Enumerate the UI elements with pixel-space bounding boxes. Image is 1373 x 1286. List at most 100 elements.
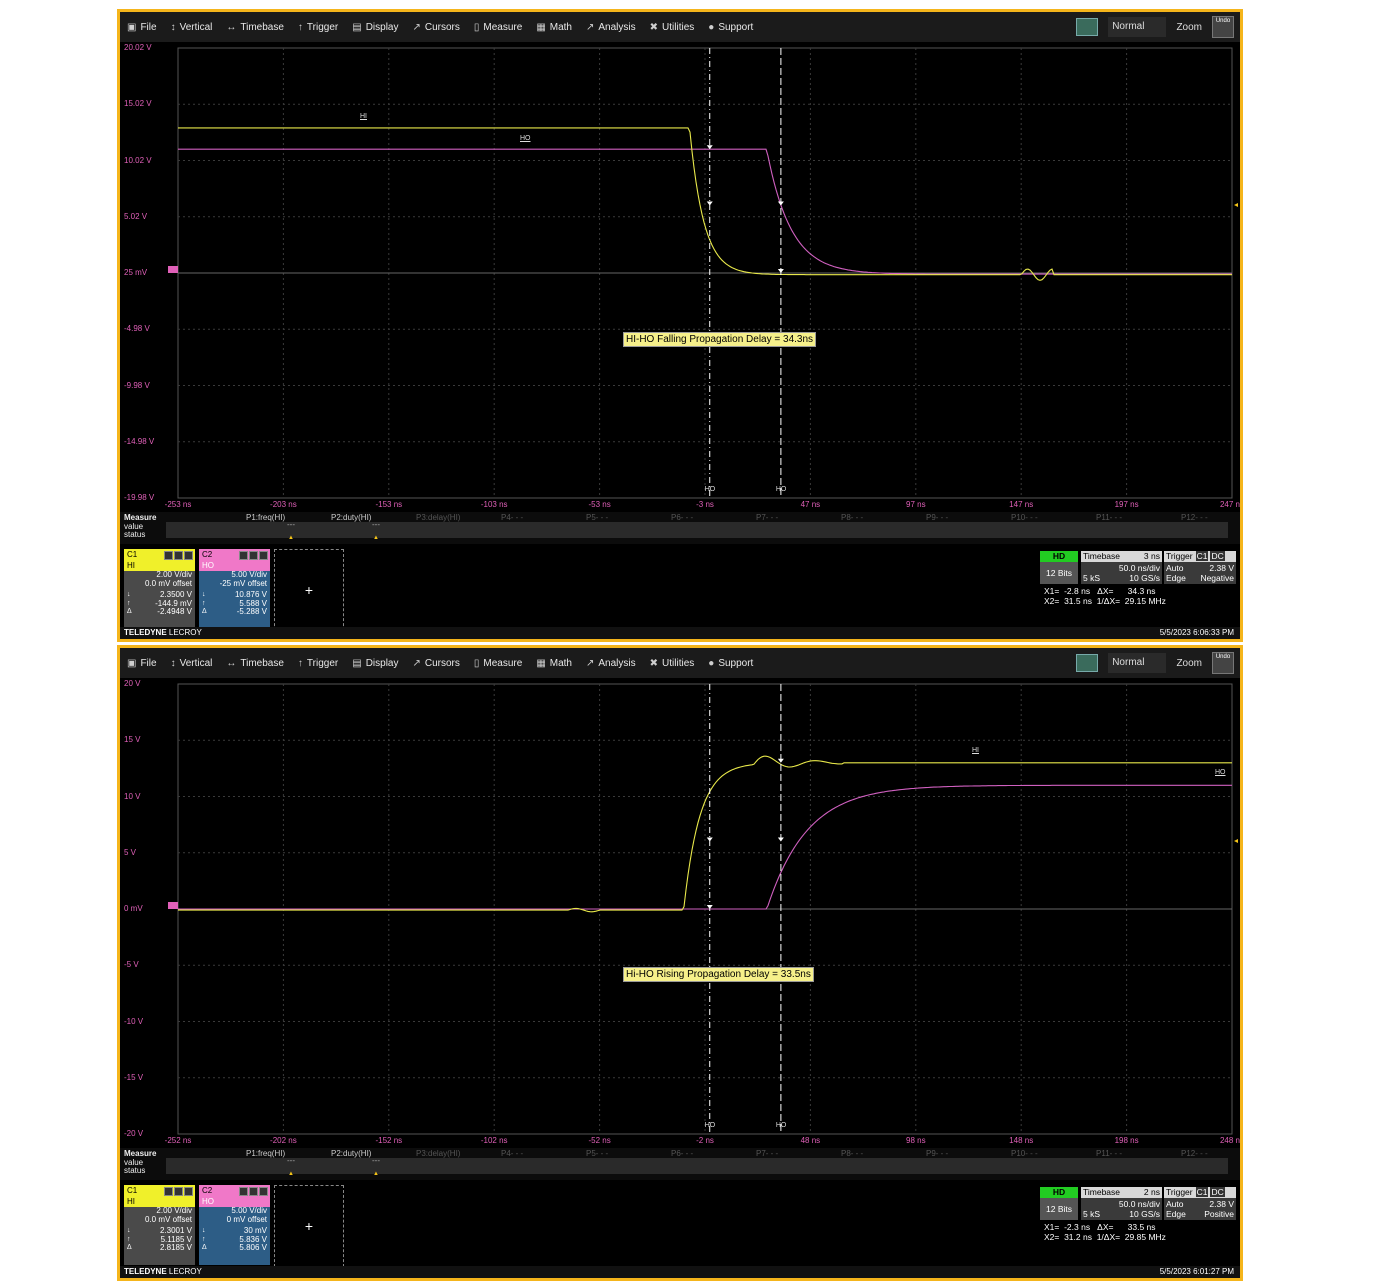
channel-label: HO (199, 561, 270, 571)
measure-param[interactable]: P5- - - (586, 1149, 609, 1158)
ground-marker[interactable] (168, 266, 178, 273)
timebase-panel[interactable]: HD 12 Bits Timebase 2 ns 50.0 ns/div 5 kS 10 G… (1040, 1185, 1236, 1243)
channel-c1-box[interactable]: C1 HI 2.00 V/div 0.0 mV offset 2.3500 V -144.… (124, 549, 195, 629)
menu-measure[interactable]: ▯ Measure (467, 658, 529, 669)
menu-trigger[interactable]: ↑ Trigger (291, 658, 345, 669)
utilities-icon: ✖ (649, 21, 659, 33)
waveform-grid[interactable]: 20.02 V 15.02 V 10.02 V 5.02 V 25 mV -4.98 V -… (120, 42, 1240, 512)
menu-measure[interactable]: ▯ Measure (467, 22, 529, 33)
undo-button[interactable]: Undo (1212, 652, 1234, 674)
measure-param[interactable]: P10- - - (1011, 513, 1038, 522)
status-warning-icon: ▲ (373, 1171, 379, 1177)
measure-param[interactable]: P6- - - (671, 513, 694, 522)
measure-param[interactable]: P9- - - (926, 513, 949, 522)
measure-param[interactable]: P8- - - (841, 513, 864, 522)
menu-utilities[interactable]: ✖ Utilities (643, 22, 702, 33)
measure-param[interactable]: P4- - - (501, 513, 524, 522)
zoom-label[interactable]: Zoom (1176, 657, 1202, 669)
cursor-arrow (777, 269, 784, 273)
channel-dv: -5.288 V (236, 607, 267, 616)
menu-vertical[interactable]: ↕ Vertical (164, 658, 220, 669)
menu-timebase[interactable]: ↔ Timebase (219, 658, 291, 669)
timebase-box[interactable]: Timebase 2 ns 50.0 ns/div 5 kS 10 GS/s (1081, 1187, 1162, 1220)
measure-param[interactable]: P10- - - (1011, 1149, 1038, 1158)
x-axis-label: 197 ns (1114, 500, 1139, 509)
measure-param[interactable]: P3:delay(HI) (416, 513, 461, 522)
channel-c1-box[interactable]: C1 HI 2.00 V/div 0.0 mV offset 2.3001 V 5.118… (124, 1185, 195, 1265)
undo-button[interactable]: Undo (1212, 16, 1234, 38)
measure-param[interactable]: P2:duty(HI) (331, 1149, 372, 1158)
channel-id: C2 (202, 1186, 213, 1195)
waveform-grid[interactable]: 20 V 15 V 10 V 5 V 0 mV -5 V -10 V -15 V -20 V -2… (120, 678, 1240, 1148)
menu-vertical[interactable]: ↕ Vertical (164, 22, 220, 33)
trigger-box[interactable]: Trigger C1 DC Auto 2.38 V Edge Positive (1164, 1187, 1236, 1220)
measure-param[interactable]: P7- - - (756, 513, 779, 522)
timebase-panel[interactable]: HD 12 Bits Timebase 3 ns 50.0 ns/div 5 kS 10 G… (1040, 549, 1236, 607)
menu-label: Support (718, 21, 754, 33)
cursor-symbol-icon: ↓ (127, 591, 131, 598)
status-warning-icon: ▲ (288, 1171, 294, 1177)
channel-v1: 30 mV (243, 1226, 267, 1235)
menu-cursors[interactable]: ↗ Cursors (405, 22, 466, 33)
menu-file[interactable]: ▣ File (120, 658, 164, 669)
y-axis-label: 15.02 V (124, 99, 152, 109)
measure-param[interactable]: P7- - - (756, 1149, 779, 1158)
measure-param[interactable]: P8- - - (841, 1149, 864, 1158)
trigger-icon: ↑ (297, 21, 303, 33)
measure-param[interactable]: P4- - - (501, 1149, 524, 1158)
x-axis-label: -252 ns (164, 1136, 192, 1145)
measure-param[interactable]: P12- - - (1181, 1149, 1208, 1158)
menu-math[interactable]: ▦ Math (529, 658, 579, 669)
trigger-box[interactable]: Trigger C1 DC Auto 2.38 V Edge Negative (1164, 551, 1236, 584)
menu-label: Math (549, 21, 572, 33)
channel-c2-box[interactable]: C2 HO 5.00 V/div -25 mV offset 10.876 V 5.588… (199, 549, 270, 629)
menu-analysis[interactable]: ↗ Analysis (579, 658, 643, 669)
measure-param[interactable]: P6- - - (671, 1149, 694, 1158)
menu-utilities[interactable]: ✖ Utilities (643, 658, 702, 669)
menu-cursors[interactable]: ↗ Cursors (405, 658, 466, 669)
timebase-box[interactable]: Timebase 3 ns 50.0 ns/div 5 kS 10 GS/s (1081, 551, 1162, 584)
measure-param[interactable]: P3:delay(HI) (416, 1149, 461, 1158)
trigger-status-icon[interactable] (1076, 18, 1099, 36)
measure-param[interactable]: P12- - - (1181, 513, 1208, 522)
ground-marker[interactable] (168, 902, 178, 909)
trigger-status-icon[interactable] (1076, 654, 1099, 672)
x-axis-label: 248 ns (1219, 1136, 1243, 1145)
measure-param[interactable]: P2:duty(HI) (331, 513, 372, 522)
measure-row-label: status (124, 1166, 146, 1175)
channel-c2-box[interactable]: C2 HO 5.00 V/div 0 mV offset 30 mV 5.836 V 5.8… (199, 1185, 270, 1265)
propagation-delay-annotation[interactable]: Hi-HO Rising Propagation Delay = 33.5ns (623, 967, 814, 982)
trigger-mode-button[interactable]: Normal (1108, 17, 1167, 37)
y-axis-label: -4.98 V (124, 324, 150, 334)
menu-label: Vertical (179, 21, 213, 33)
menu-file[interactable]: ▣ File (120, 22, 164, 33)
menu-display[interactable]: ▤ Display (345, 658, 405, 669)
waveform-svg (168, 47, 1238, 499)
menu-label: Cursors (424, 657, 460, 669)
menu-support[interactable]: ● Support (701, 22, 760, 33)
measure-param[interactable]: P9- - - (926, 1149, 949, 1158)
measure-param[interactable]: P5- - - (586, 513, 609, 522)
measure-param[interactable]: P1:freq(HI) (246, 513, 286, 522)
trigger-mode-button[interactable]: Normal (1108, 653, 1167, 673)
measure-param[interactable]: P11- - - (1096, 513, 1123, 522)
channel-vdiv: 2.00 V/div (156, 570, 192, 579)
trace-label-ho: HO (1215, 769, 1226, 777)
display-icon: ▤ (352, 657, 362, 669)
menu-timebase[interactable]: ↔ Timebase (219, 22, 291, 33)
measure-param[interactable]: P1:freq(HI) (246, 1149, 286, 1158)
menu-support[interactable]: ● Support (701, 658, 760, 669)
add-channel-button[interactable]: + (274, 549, 344, 631)
menu-display[interactable]: ▤ Display (345, 22, 405, 33)
menu-math[interactable]: ▦ Math (529, 22, 579, 33)
trigger-level: 2.38 V (1209, 1199, 1234, 1209)
trigger-type: Edge (1166, 1209, 1186, 1219)
menu-trigger[interactable]: ↑ Trigger (291, 22, 345, 33)
menu-analysis[interactable]: ↗ Analysis (579, 22, 643, 33)
display-icon: ▤ (352, 21, 362, 33)
y-axis-label: -14.98 V (124, 436, 155, 446)
propagation-delay-annotation[interactable]: HI-HO Falling Propagation Delay = 34.3ns (623, 332, 817, 347)
zoom-label[interactable]: Zoom (1176, 21, 1202, 33)
add-channel-button[interactable]: + (274, 1185, 344, 1267)
measure-param[interactable]: P11- - - (1096, 1149, 1123, 1158)
